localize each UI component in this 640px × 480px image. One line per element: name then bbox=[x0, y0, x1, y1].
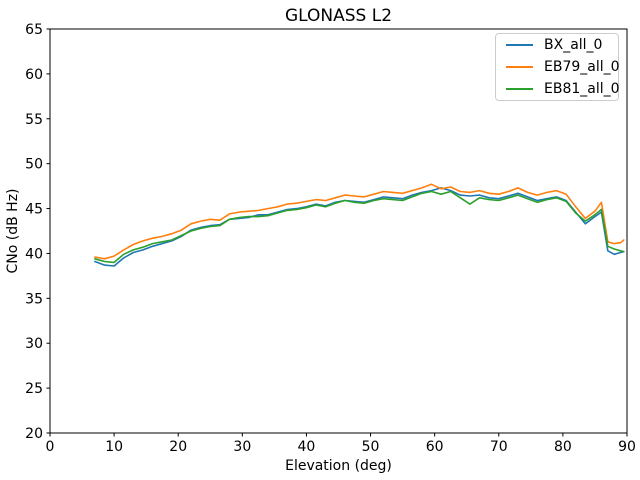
x-axis-label: Elevation (deg) bbox=[285, 458, 392, 474]
x-tick-label: 20 bbox=[169, 439, 187, 455]
x-axis-ticks: 0 10 20 30 40 50 60 70 80 90 bbox=[46, 433, 636, 455]
y-tick-label: 45 bbox=[25, 202, 43, 218]
series-line-EB79_all_0 bbox=[94, 183, 625, 260]
series-line-EB81_all_0 bbox=[94, 190, 625, 264]
x-tick-label: 90 bbox=[618, 439, 636, 455]
y-tick-label: 40 bbox=[25, 246, 43, 262]
y-tick-label: 30 bbox=[25, 336, 43, 352]
y-tick-label: 50 bbox=[25, 157, 43, 173]
x-tick-label: 70 bbox=[490, 439, 508, 455]
x-tick-label: 80 bbox=[554, 439, 572, 455]
legend-line-sample bbox=[506, 66, 533, 68]
x-tick-label: 0 bbox=[46, 439, 55, 455]
legend-item: BX_all_0 bbox=[506, 36, 608, 54]
x-tick-label: 40 bbox=[298, 439, 316, 455]
x-tick-label: 60 bbox=[426, 439, 444, 455]
legend-item-label: EB81_all_0 bbox=[544, 81, 620, 97]
y-axis-ticks: 20 25 30 35 40 45 50 55 60 65 bbox=[25, 22, 50, 442]
x-tick-label: 50 bbox=[362, 439, 380, 455]
y-tick-label: 35 bbox=[25, 291, 43, 307]
legend-line-sample bbox=[506, 44, 533, 46]
x-tick-label: 10 bbox=[105, 439, 123, 455]
series-lines bbox=[94, 183, 625, 267]
y-axis-label: CNo (dB Hz) bbox=[5, 188, 21, 273]
legend-item-label: EB79_all_0 bbox=[544, 59, 620, 75]
legend-item: EB81_all_0 bbox=[506, 80, 620, 98]
legend-item: EB79_all_0 bbox=[506, 58, 620, 76]
x-tick-label: 30 bbox=[233, 439, 251, 455]
legend-line-sample bbox=[506, 88, 533, 90]
chart-title: GLONASS L2 bbox=[285, 6, 392, 26]
legend: BX_all_0 EB79_all_0 EB81_all_0 bbox=[495, 33, 620, 101]
y-tick-label: 25 bbox=[25, 381, 43, 397]
y-tick-label: 20 bbox=[25, 426, 43, 442]
legend-item-label: BX_all_0 bbox=[544, 37, 603, 53]
y-tick-label: 60 bbox=[25, 67, 43, 83]
y-tick-label: 55 bbox=[25, 112, 43, 128]
y-tick-label: 65 bbox=[25, 22, 43, 38]
